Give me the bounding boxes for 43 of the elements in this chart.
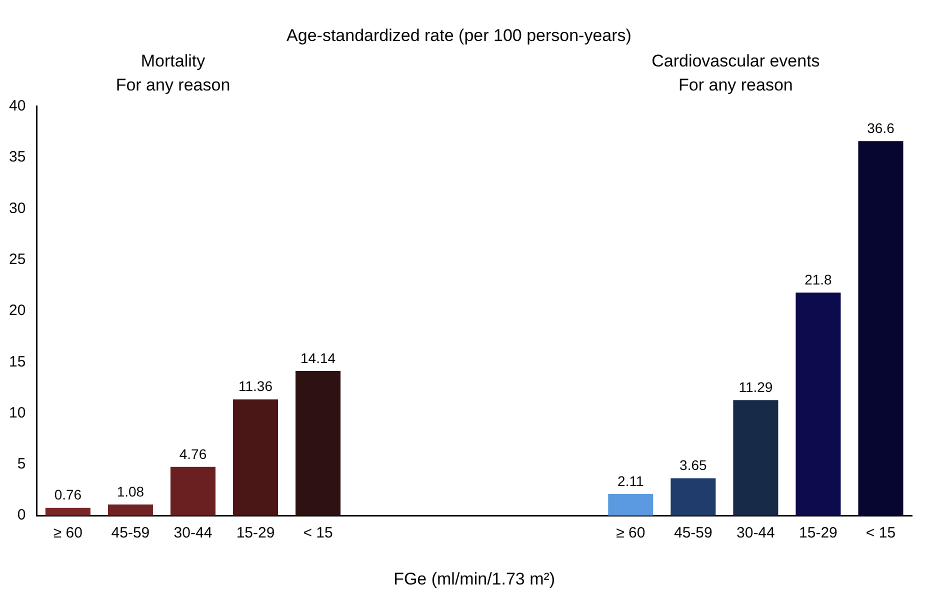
- y-tick-label: 35: [8, 148, 26, 166]
- chart-title: Age-standardized rate (per 100 person-years): [286, 26, 632, 45]
- y-tick-label: 20: [8, 302, 26, 320]
- text: Cardiovascular events For any reason: [652, 51, 820, 94]
- data-label: 11.36: [238, 378, 273, 394]
- y-tick-label: 30: [8, 200, 26, 217]
- x-tick-label: 30-44: [174, 524, 212, 542]
- x-axis-title: FGe (ml/min/1.73 m²): [394, 569, 556, 588]
- x-tick-label: 15-29: [236, 524, 275, 542]
- x-tick-label: < 15: [303, 524, 333, 542]
- x-tick-label: ≥ 60: [53, 524, 82, 542]
- bar: [233, 399, 278, 516]
- y-tick-label: 25: [8, 250, 26, 268]
- x-tick-label: 15-29: [799, 524, 838, 542]
- data-label: 2.11: [618, 472, 644, 489]
- y-tick-label: 0: [17, 506, 26, 524]
- bar: [608, 494, 654, 516]
- bar: [170, 466, 216, 516]
- text: Mortality For any reason: [116, 51, 230, 94]
- bar: [108, 504, 153, 516]
- bar: [670, 478, 716, 516]
- data-label: 4.76: [179, 446, 207, 462]
- data-label: 21.8: [804, 271, 832, 288]
- bar: [858, 141, 904, 516]
- x-tick-label: 45-59: [111, 524, 150, 542]
- bar: [45, 508, 90, 516]
- y-tick-label: 40: [8, 98, 26, 115]
- bar: [296, 370, 341, 516]
- data-label: 11.29: [738, 378, 773, 395]
- y-tick-label: 10: [8, 404, 26, 422]
- data-label: 14.14: [300, 350, 336, 366]
- x-tick-label: < 15: [866, 524, 896, 542]
- bar: [796, 292, 841, 516]
- data-label: 1.08: [116, 483, 144, 500]
- x-tick-label: 30-44: [736, 524, 775, 542]
- data-label: 0.76: [54, 486, 82, 503]
- bar: [733, 400, 778, 516]
- x-tick-label: ≥ 60: [616, 524, 646, 542]
- data-label: 3.65: [680, 457, 708, 474]
- y-tick-label: 5: [17, 456, 26, 473]
- y-tick-label: 15: [8, 353, 26, 370]
- data-label: 36.6: [867, 120, 895, 136]
- x-tick-label: 45-59: [674, 524, 712, 542]
